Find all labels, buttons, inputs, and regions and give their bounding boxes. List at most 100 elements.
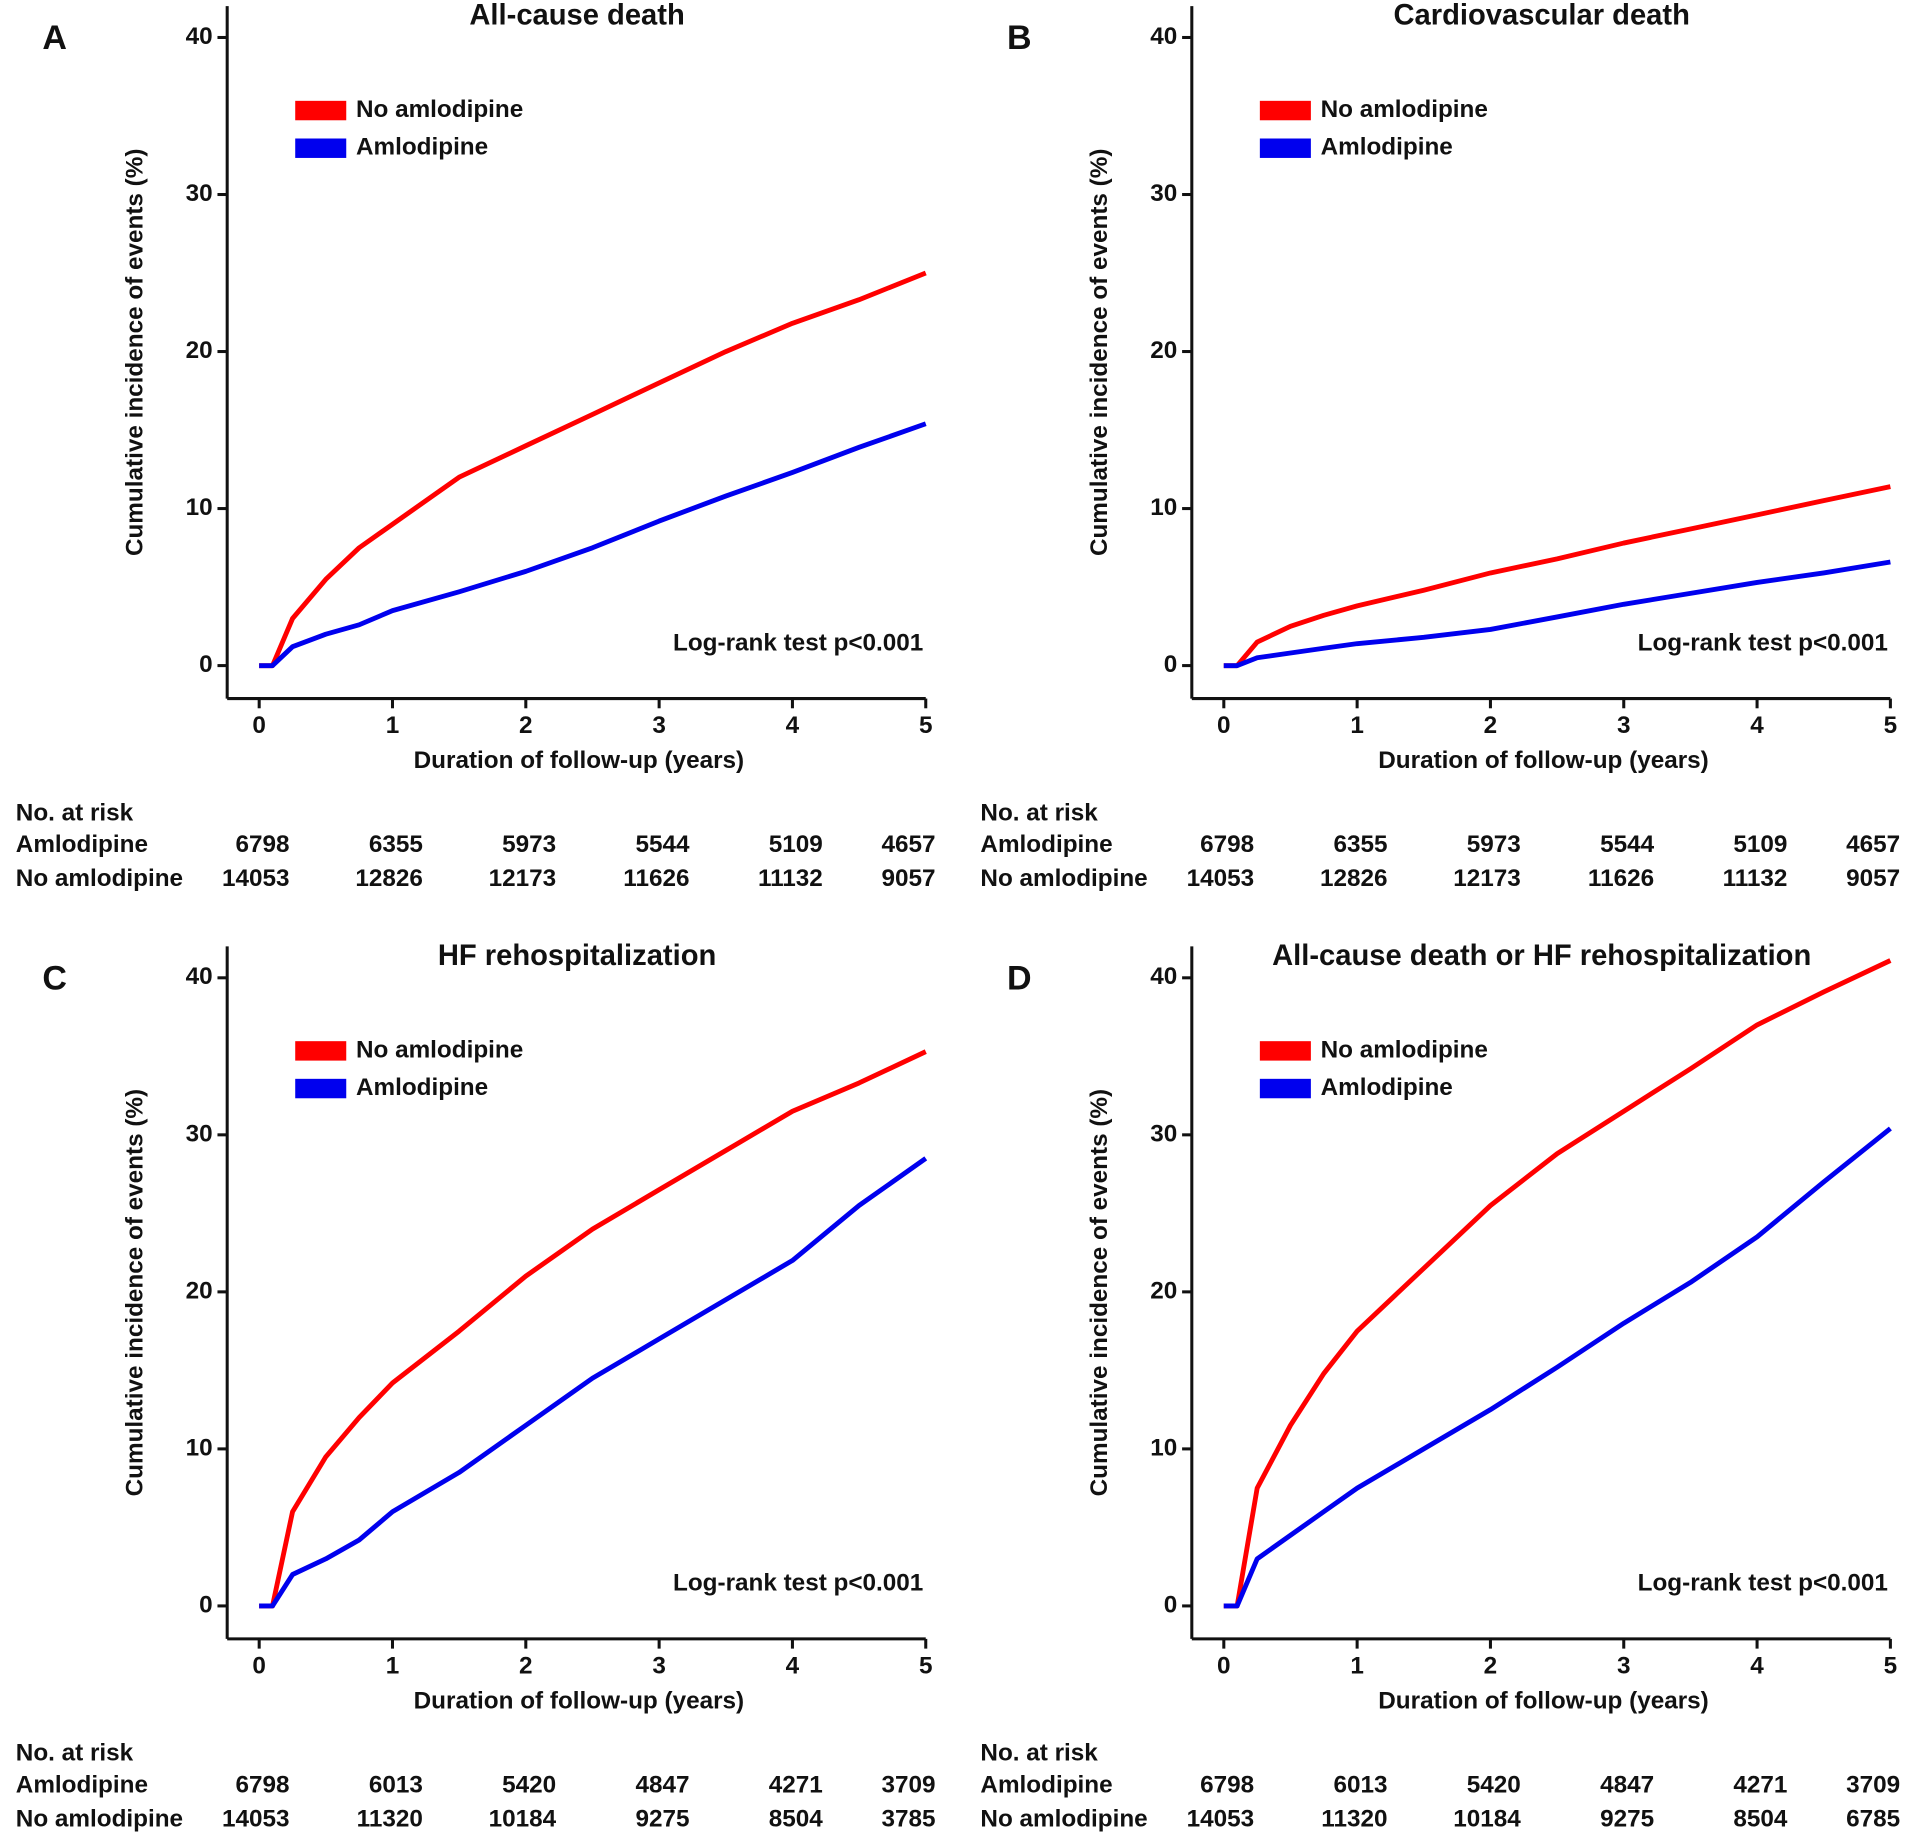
legend-label: Amlodipine <box>356 134 488 161</box>
legend-label: Amlodipine <box>1321 134 1453 161</box>
risk-row-label: No amlodipine <box>980 865 1147 892</box>
x-tick-label: 2 <box>1484 712 1498 739</box>
y-tick-label: 30 <box>1150 180 1177 207</box>
y-tick-label: 10 <box>186 1434 213 1461</box>
x-tick-label: 5 <box>1884 1652 1898 1679</box>
risk-value: 8504 <box>769 1805 824 1832</box>
risk-value: 6355 <box>369 831 423 858</box>
x-tick-label: 3 <box>1617 712 1631 739</box>
legend-label: No amlodipine <box>356 1036 523 1063</box>
x-tick-label: 5 <box>919 712 933 739</box>
risk-value: 11320 <box>357 1805 423 1832</box>
legend-swatch <box>295 138 347 158</box>
risk-value: 5544 <box>1600 831 1655 858</box>
legend-swatch <box>1259 138 1311 158</box>
risk-value: 5973 <box>502 831 556 858</box>
legend-swatch <box>1259 1078 1311 1099</box>
curve <box>259 1156 928 1609</box>
risk-value: 6013 <box>1333 1771 1387 1798</box>
risk-value: 11320 <box>1321 1805 1387 1832</box>
legend-swatch <box>295 1078 347 1099</box>
chart-title: Cardiovascular death <box>1394 0 1690 32</box>
x-tick-label: 2 <box>519 1652 533 1679</box>
x-axis-label: Duration of follow-up (years) <box>414 1687 745 1714</box>
y-axis-label: Cumulative incidence of events (%) <box>121 149 148 556</box>
risk-value: 4271 <box>769 1771 823 1798</box>
panel-letter: B <box>1007 19 1032 57</box>
risk-value: 4271 <box>1733 1771 1787 1798</box>
risk-value: 6798 <box>236 1771 290 1798</box>
x-tick-label: 4 <box>786 1652 800 1679</box>
risk-value: 9057 <box>881 865 935 892</box>
risk-value: 14053 <box>222 1805 290 1832</box>
annotation: Log-rank test p<0.001 <box>673 629 923 656</box>
risk-value: 11132 <box>1723 865 1788 892</box>
risk-value: 5109 <box>769 831 823 858</box>
annotation: Log-rank test p<0.001 <box>673 1570 923 1597</box>
y-tick-label: 30 <box>186 1120 213 1147</box>
legend-swatch <box>1259 1041 1311 1061</box>
y-tick-label: 20 <box>1150 1277 1177 1304</box>
x-tick-label: 0 <box>252 1652 266 1679</box>
risk-value: 10184 <box>1453 1805 1521 1832</box>
risk-value: 9275 <box>635 1805 689 1832</box>
x-tick-label: 1 <box>386 1652 400 1679</box>
panel-letter: D <box>1007 959 1032 997</box>
panel: B Cardiovascular death 0 10 20 30 40 0 1 2 3 4 5 Dura… <box>980 0 1900 892</box>
legend-label: No amlodipine <box>1321 1036 1488 1063</box>
risk-row-label: Amlodipine <box>16 1771 148 1798</box>
x-tick-label: 3 <box>652 712 666 739</box>
y-tick-label: 30 <box>186 180 213 207</box>
x-tick-label: 1 <box>386 712 400 739</box>
risk-value: 4657 <box>1846 831 1900 858</box>
y-axis-label: Cumulative incidence of events (%) <box>1086 149 1113 556</box>
risk-value: 14053 <box>1187 865 1255 892</box>
risk-value: 6785 <box>1846 1805 1900 1832</box>
risk-value: 14053 <box>222 865 290 892</box>
x-tick-label: 1 <box>1350 712 1364 739</box>
panel: C HF rehospitalization 0 10 20 30 40 0 1 2 3 4 5 Dura… <box>16 940 936 1832</box>
panel-letter: C <box>42 959 67 997</box>
risk-table-title: No. at risk <box>16 1740 134 1767</box>
x-tick-label: 0 <box>1217 1652 1231 1679</box>
y-axis-label: Cumulative incidence of events (%) <box>1086 1089 1113 1496</box>
risk-value: 8504 <box>1733 1805 1788 1832</box>
legend-swatch <box>295 1041 347 1061</box>
curve <box>1223 958 1892 1609</box>
curve <box>1223 1126 1892 1609</box>
y-tick-label: 0 <box>199 651 213 678</box>
risk-value: 10184 <box>489 1805 557 1832</box>
x-tick-label: 0 <box>1217 712 1231 739</box>
x-tick-label: 3 <box>652 1652 666 1679</box>
panel-letter: A <box>42 19 67 57</box>
x-axis-label: Duration of follow-up (years) <box>414 747 745 774</box>
risk-value: 12826 <box>355 865 423 892</box>
x-axis-label: Duration of follow-up (years) <box>1378 747 1708 774</box>
annotation: Log-rank test p<0.001 <box>1638 1570 1888 1597</box>
risk-row-label: No amlodipine <box>16 1805 183 1832</box>
risk-value: 12173 <box>1453 865 1521 892</box>
chart-title: All-cause death <box>469 0 684 32</box>
panel: D All-cause death or HF rehospitalization… <box>980 940 1900 1832</box>
x-tick-label: 2 <box>1484 1652 1498 1679</box>
y-axis-label: Cumulative incidence of events (%) <box>121 1089 148 1496</box>
risk-value: 11626 <box>623 865 689 892</box>
x-tick-label: 5 <box>1884 712 1898 739</box>
y-tick-label: 10 <box>1150 1434 1177 1461</box>
risk-value: 5420 <box>502 1771 556 1798</box>
risk-value: 3709 <box>881 1771 935 1798</box>
risk-value: 9275 <box>1600 1805 1654 1832</box>
legend-swatch <box>1259 100 1311 121</box>
curve <box>1223 484 1891 669</box>
risk-table-title: No. at risk <box>16 799 134 826</box>
risk-value: 12826 <box>1320 865 1388 892</box>
risk-row-label: No amlodipine <box>16 865 183 892</box>
risk-row-label: No amlodipine <box>980 1805 1147 1832</box>
y-tick-label: 0 <box>1164 651 1178 678</box>
risk-row-label: Amlodipine <box>16 831 148 858</box>
risk-value: 6798 <box>1200 831 1254 858</box>
legend-swatch <box>295 100 347 121</box>
x-tick-label: 4 <box>1750 712 1764 739</box>
risk-table-title: No. at risk <box>980 1740 1098 1767</box>
